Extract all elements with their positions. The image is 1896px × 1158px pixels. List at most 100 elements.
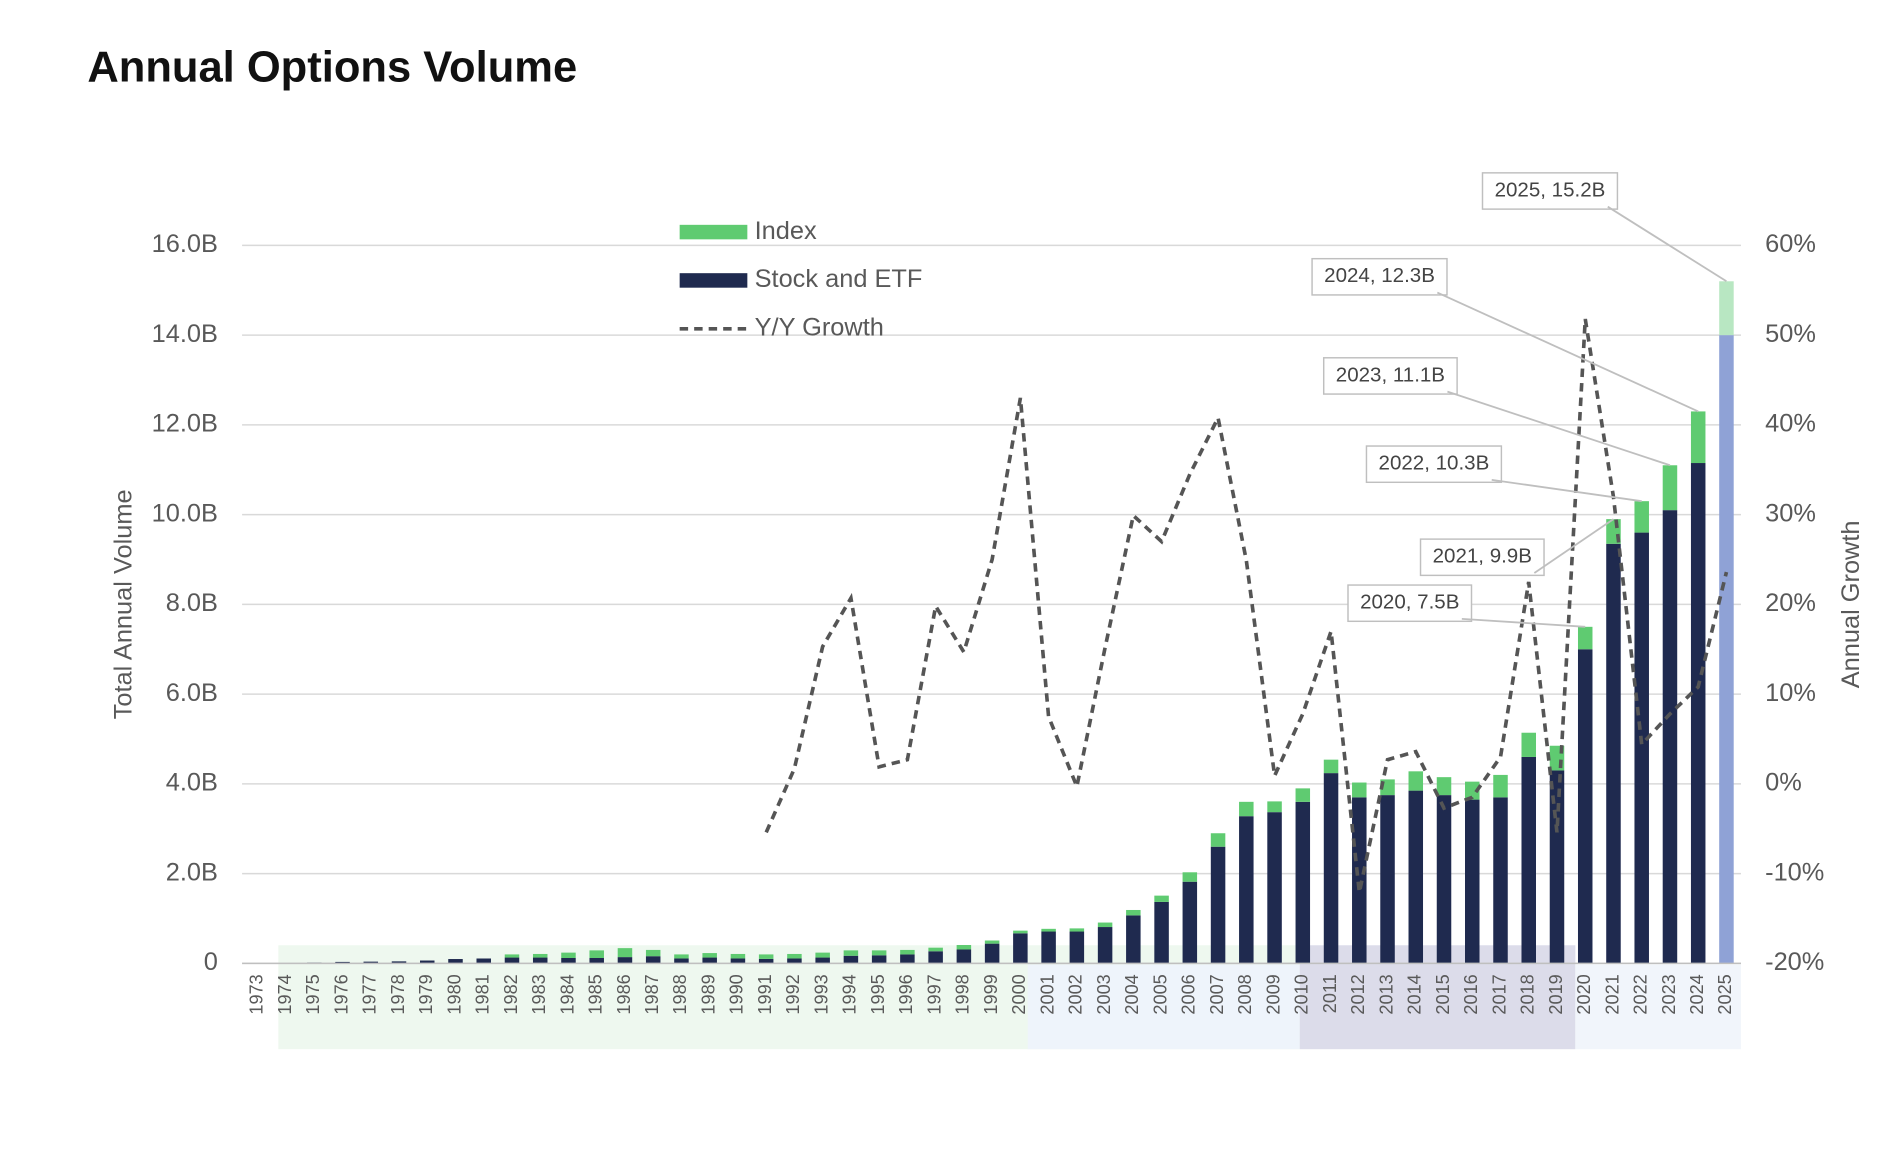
annotation: 2023, 11.1B xyxy=(1322,357,1458,395)
bar xyxy=(702,957,717,964)
x-tick-label: 2025 xyxy=(1715,974,1735,1014)
annotation-box xyxy=(1322,357,1458,395)
y-tick-label: 14.0B xyxy=(152,320,218,348)
annotation: 2025, 15.2B xyxy=(1481,172,1619,210)
y2-tick-label: 20% xyxy=(1765,589,1816,617)
legend-label: Index xyxy=(755,217,817,245)
x-tick-label: 2004 xyxy=(1122,974,1142,1014)
x-tick-label: 2008 xyxy=(1235,974,1255,1014)
y2-tick-label: 40% xyxy=(1765,410,1816,438)
bar xyxy=(730,953,746,959)
bar xyxy=(1323,759,1339,774)
bar xyxy=(1465,799,1480,964)
bar xyxy=(674,958,689,964)
bar xyxy=(1577,626,1593,650)
bar xyxy=(504,954,520,958)
bar xyxy=(532,953,548,958)
x-tick-label: 2014 xyxy=(1405,974,1425,1014)
bar xyxy=(589,950,604,959)
x-tick-label: 1978 xyxy=(388,974,408,1014)
x-tick-label: 2003 xyxy=(1094,974,1114,1014)
x-tick-label: 2006 xyxy=(1179,974,1199,1014)
background-band xyxy=(1575,964,1741,1050)
chart-title: Annual Options Volume xyxy=(87,44,577,92)
bar xyxy=(871,950,887,956)
y2-axis-title: Annual Growth xyxy=(1837,520,1865,688)
legend-swatch xyxy=(679,224,748,240)
bar xyxy=(900,954,915,964)
x-tick-label: 1997 xyxy=(924,974,944,1014)
annotation: 2022, 10.3B xyxy=(1365,445,1503,484)
bar xyxy=(900,949,915,955)
x-tick-label: 1976 xyxy=(331,974,351,1014)
bar xyxy=(1267,801,1282,813)
bar xyxy=(1634,501,1649,533)
x-tick-label: 2017 xyxy=(1489,974,1509,1014)
y-tick-label: 12.0B xyxy=(152,410,218,438)
bar xyxy=(1126,909,1141,916)
annotation-label: 2022, 10.3B xyxy=(1379,452,1490,475)
y2-tick-label: 0% xyxy=(1765,769,1802,797)
x-tick-label: 2012 xyxy=(1348,974,1368,1014)
bar xyxy=(843,955,859,964)
bar xyxy=(787,953,802,959)
x-tick-label: 2009 xyxy=(1263,974,1283,1014)
annotation-box xyxy=(1347,584,1473,623)
bar xyxy=(617,957,633,964)
bar xyxy=(1719,335,1734,964)
legend-swatch xyxy=(679,273,748,288)
x-tick-label: 2018 xyxy=(1518,974,1538,1014)
x-tick-label: 2010 xyxy=(1292,974,1312,1014)
bar xyxy=(1097,922,1113,928)
x-tick-label: 1984 xyxy=(557,974,577,1014)
x-tick-label: 2023 xyxy=(1659,974,1679,1014)
bar xyxy=(674,954,689,959)
x-tick-label: 1973 xyxy=(247,974,267,1014)
x-tick-label: 1999 xyxy=(981,974,1001,1014)
bar xyxy=(956,949,972,964)
x-tick-label: 2007 xyxy=(1207,974,1227,1014)
x-tick-label: 1989 xyxy=(698,974,718,1014)
x-tick-label: 1993 xyxy=(811,974,831,1014)
y2-tick-label: 30% xyxy=(1765,499,1816,527)
x-tick-label: 1991 xyxy=(755,974,775,1014)
y-tick-label: 4.0B xyxy=(166,769,218,797)
bar xyxy=(1436,795,1452,964)
y2-tick-label: -20% xyxy=(1765,948,1824,976)
bar xyxy=(617,948,633,958)
leader-line xyxy=(1533,518,1614,574)
x-tick-label: 1988 xyxy=(670,974,690,1014)
bar xyxy=(1719,281,1734,336)
bar xyxy=(448,959,463,964)
bar xyxy=(730,958,746,964)
bar xyxy=(1323,773,1339,964)
y-axis-title: Total Annual Volume xyxy=(110,489,138,719)
bar xyxy=(1521,756,1536,964)
annotation-box xyxy=(1481,172,1619,210)
bar xyxy=(589,958,604,964)
annotation-label: 2021, 9.9B xyxy=(1433,545,1532,568)
bar xyxy=(1662,510,1678,964)
bar xyxy=(1154,901,1169,964)
bar xyxy=(1493,774,1508,798)
bar xyxy=(1041,928,1056,932)
bar xyxy=(1013,933,1028,964)
bar xyxy=(1380,795,1395,964)
bar xyxy=(1097,927,1113,964)
annotation-label: 2023, 11.1B xyxy=(1336,363,1445,386)
bar xyxy=(1408,771,1424,791)
x-tick-label: 1979 xyxy=(416,974,436,1014)
x-tick-label: 1982 xyxy=(501,974,521,1014)
y2-tick-label: 50% xyxy=(1765,320,1816,348)
annotation: 2024, 12.3B xyxy=(1311,257,1448,296)
bar xyxy=(420,960,435,964)
x-tick-label: 2002 xyxy=(1066,974,1086,1014)
y-tick-label: 0 xyxy=(204,948,218,976)
bar xyxy=(645,956,661,964)
bar xyxy=(1069,931,1085,964)
x-tick-label: 1975 xyxy=(303,974,323,1014)
x-tick-label: 1980 xyxy=(444,974,464,1014)
bar xyxy=(1408,790,1424,964)
bar xyxy=(504,957,520,964)
